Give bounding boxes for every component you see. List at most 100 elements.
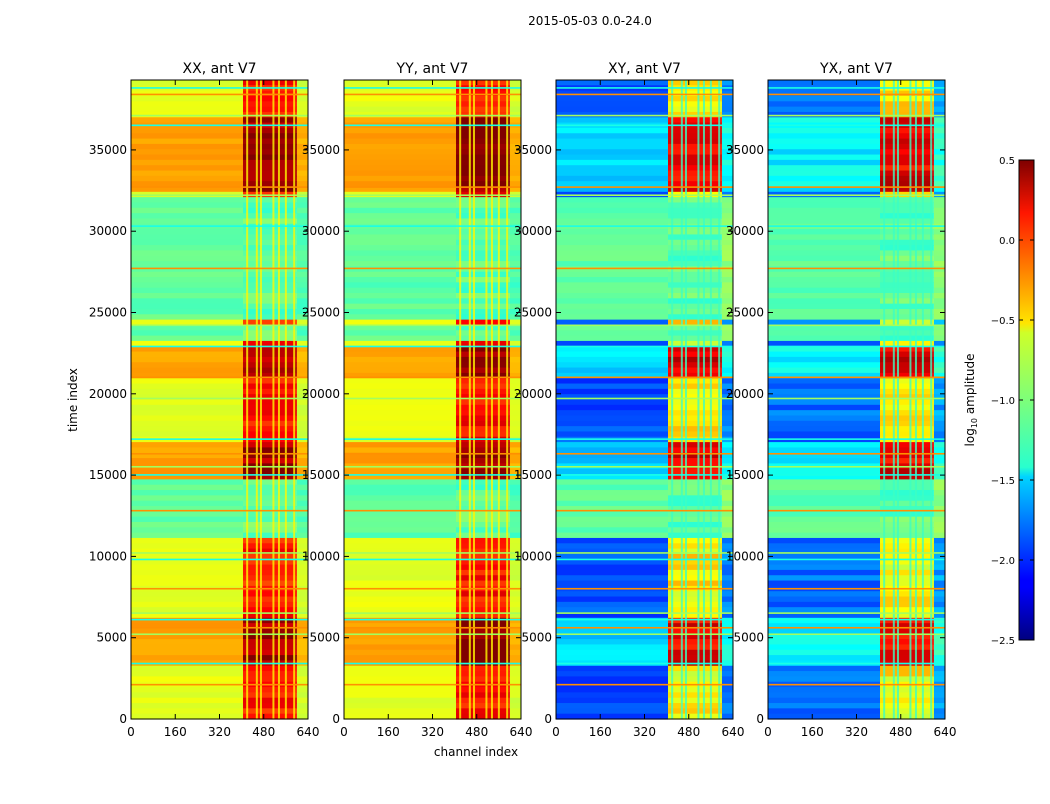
heatmap-cell [243, 415, 297, 422]
heatmap-cell [668, 484, 722, 491]
panel-title-1: XX, ant V7 [183, 61, 257, 77]
heatmap-cell [880, 633, 934, 640]
time-flag-line [344, 683, 521, 686]
channel-stripe [921, 80, 924, 719]
heatmap-cell [556, 346, 669, 353]
heatmap-cell [243, 404, 297, 411]
heatmap-cell [131, 649, 244, 656]
heatmap-cell [243, 665, 297, 672]
heatmap-cell [456, 543, 510, 550]
heatmap-cell [296, 383, 308, 390]
heatmap-cell [509, 335, 521, 342]
heatmap-cell [768, 106, 881, 113]
heatmap-cell [721, 127, 733, 134]
heatmap-cell [933, 479, 945, 486]
heatmap-cell [131, 410, 244, 417]
heatmap-cell [131, 676, 244, 683]
heatmap-cell [456, 271, 510, 278]
time-flag-line [768, 124, 945, 127]
heatmap-cell [880, 218, 934, 225]
heatmap-cell [456, 234, 510, 241]
heatmap-cell [344, 697, 457, 704]
heatmap-cell [509, 708, 521, 715]
figure-suptitle: 2015-05-03 0.0-24.0 [528, 14, 652, 28]
heatmap-cell [131, 202, 244, 209]
heatmap-cell [721, 330, 733, 337]
heatmap-cell [768, 245, 881, 251]
heatmap-cell [456, 607, 510, 614]
heatmap-cell [768, 548, 881, 555]
heatmap-cell [721, 474, 733, 480]
heatmap-cell [243, 692, 297, 699]
heatmap-cell [296, 287, 308, 294]
heatmap-cell [768, 149, 881, 156]
time-flag-line [768, 186, 945, 188]
heatmap-cell [880, 500, 934, 507]
heatmap-cell [880, 452, 934, 459]
heatmap-cell [131, 165, 244, 172]
heatmap-cell [768, 655, 881, 662]
heatmap-cell [668, 181, 722, 188]
heatmap-cell [556, 495, 669, 502]
heatmap-cell [243, 335, 297, 342]
channel-stripe [485, 80, 488, 719]
heatmap-cell [880, 340, 934, 347]
heatmap-cell [296, 426, 308, 433]
heatmap-cell [721, 314, 733, 321]
heatmap-cell [456, 553, 510, 560]
heatmap-cell [556, 548, 669, 555]
heatmap-cell [131, 293, 244, 299]
heatmap-cell [243, 713, 297, 720]
time-flag-line [131, 558, 308, 561]
heatmap-cell [933, 516, 945, 523]
heatmap-cell [243, 521, 297, 528]
heatmap-cell [668, 521, 722, 528]
channel-stripe [892, 80, 895, 719]
heatmap-cell [509, 564, 521, 571]
heatmap-cell [721, 239, 733, 246]
heatmap-cell [721, 569, 733, 576]
y-tick-label: 20000 [89, 387, 127, 401]
heatmap-cell [556, 149, 669, 156]
heatmap-cell [768, 303, 881, 310]
channel-stripe [684, 80, 687, 719]
heatmap-cell [344, 101, 457, 108]
heatmap-cell [296, 207, 308, 214]
heatmap-cell [880, 234, 934, 241]
heatmap-cell [668, 420, 722, 427]
heatmap-cell [933, 644, 945, 651]
heatmap-cell [344, 410, 457, 417]
time-flag-line [344, 587, 521, 590]
heatmap-cell [131, 117, 244, 124]
heatmap-cell [131, 617, 244, 624]
heatmap-cell [933, 415, 945, 422]
heatmap-cell [131, 633, 244, 640]
heatmap-cell [880, 319, 934, 326]
heatmap-cell [880, 521, 934, 528]
heatmap-cell [556, 591, 669, 598]
heatmap-cell [556, 713, 669, 720]
heatmap-cell [721, 138, 733, 145]
heatmap-cell [556, 511, 669, 518]
heatmap-cell [768, 266, 881, 273]
heatmap-cell [721, 623, 733, 630]
heatmap-cell [721, 293, 733, 299]
heatmap-cell [243, 495, 297, 502]
heatmap-cell [768, 713, 881, 720]
heatmap-cell [344, 314, 457, 321]
heatmap-cell [768, 633, 881, 640]
heatmap-cell [509, 623, 521, 630]
heatmap-cell [721, 633, 733, 640]
x-tick-label: 320 [208, 725, 231, 739]
heatmap-cell [556, 250, 669, 257]
heatmap-cell [296, 266, 308, 273]
heatmap-cell [880, 287, 934, 294]
heatmap-cell [880, 356, 934, 363]
heatmap-cell [344, 575, 457, 582]
heatmap-cell [344, 548, 457, 555]
heatmap-cell [721, 394, 733, 401]
heatmap-cell [933, 543, 945, 550]
heatmap-cell [344, 569, 457, 576]
heatmap-cell [668, 106, 722, 113]
heatmap-cell [933, 250, 945, 257]
